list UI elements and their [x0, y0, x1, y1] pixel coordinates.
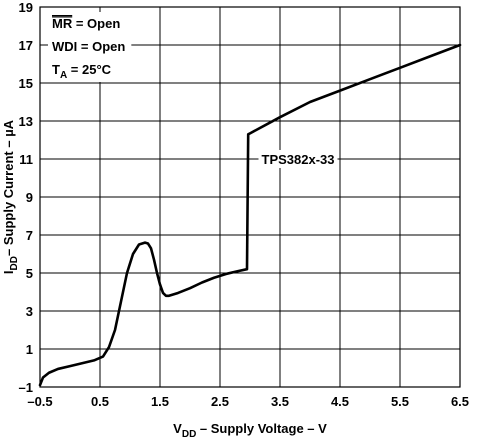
x-tick-label: 5.5	[391, 394, 409, 409]
series-label-background	[258, 150, 338, 168]
series-label: TPS382x-33	[262, 152, 335, 167]
y-tick-label: 5	[26, 266, 33, 281]
series-label-group: TPS382x-33	[253, 150, 346, 168]
y-tick-label: 1	[26, 342, 33, 357]
x-tick-label: 6.5	[451, 394, 469, 409]
x-tick-label: –0.5	[27, 394, 52, 409]
y-axis-title-subscript: DD	[9, 256, 20, 270]
y-axis-title-symbol: I	[1, 270, 16, 274]
conditions-background	[48, 12, 132, 82]
condition-temperature: TA = 25°C	[52, 62, 112, 81]
y-tick-label: 11	[19, 152, 33, 167]
y-tick-label: 15	[19, 76, 33, 91]
series-line-tps382x-33	[38, 43, 462, 387]
y-tick-label: 19	[19, 0, 33, 15]
gridlines	[39, 6, 461, 388]
y-axis-title: IDD– Supply Current – µA	[1, 119, 20, 274]
condition-temperature-value: = 25°C	[67, 62, 111, 77]
condition-mr-value: = Open	[72, 16, 120, 31]
condition-temperature-symbol: T	[52, 62, 60, 77]
condition-temperature-subscript: A	[60, 70, 67, 81]
x-tick-label: 2.5	[211, 394, 229, 409]
x-axis-title-text: – Supply Voltage – V	[196, 421, 327, 436]
y-tick-label: 9	[26, 190, 33, 205]
x-tick-label: 3.5	[271, 394, 289, 409]
y-tick-label: –1	[19, 380, 33, 395]
x-axis-title-subscript: DD	[182, 429, 196, 440]
condition-wdi: WDI = Open	[52, 39, 125, 54]
x-tick-label: 4.5	[331, 394, 349, 409]
y-tick-label: 3	[26, 304, 33, 319]
x-tick-label: 1.5	[151, 394, 169, 409]
plot-frame	[39, 6, 461, 388]
x-axis-title-symbol: V	[173, 421, 182, 436]
condition-mr-signal: MR	[52, 16, 73, 31]
conditions-box: MR = Open WDI = Open TA = 25°C	[48, 12, 132, 82]
y-axis-title-text: – Supply Current – µA	[1, 119, 16, 256]
x-axis-title: VDD – Supply Voltage – V	[173, 421, 327, 440]
condition-mr: MR = Open	[52, 16, 120, 31]
y-tick-label: 17	[19, 38, 33, 53]
x-tick-labels: –0.5 0.5 1.5 2.5 3.5 4.5 5.5 6.5	[27, 394, 469, 409]
x-tick-label: 0.5	[91, 394, 109, 409]
y-tick-label: 7	[26, 228, 33, 243]
y-tick-label: 13	[19, 114, 33, 129]
